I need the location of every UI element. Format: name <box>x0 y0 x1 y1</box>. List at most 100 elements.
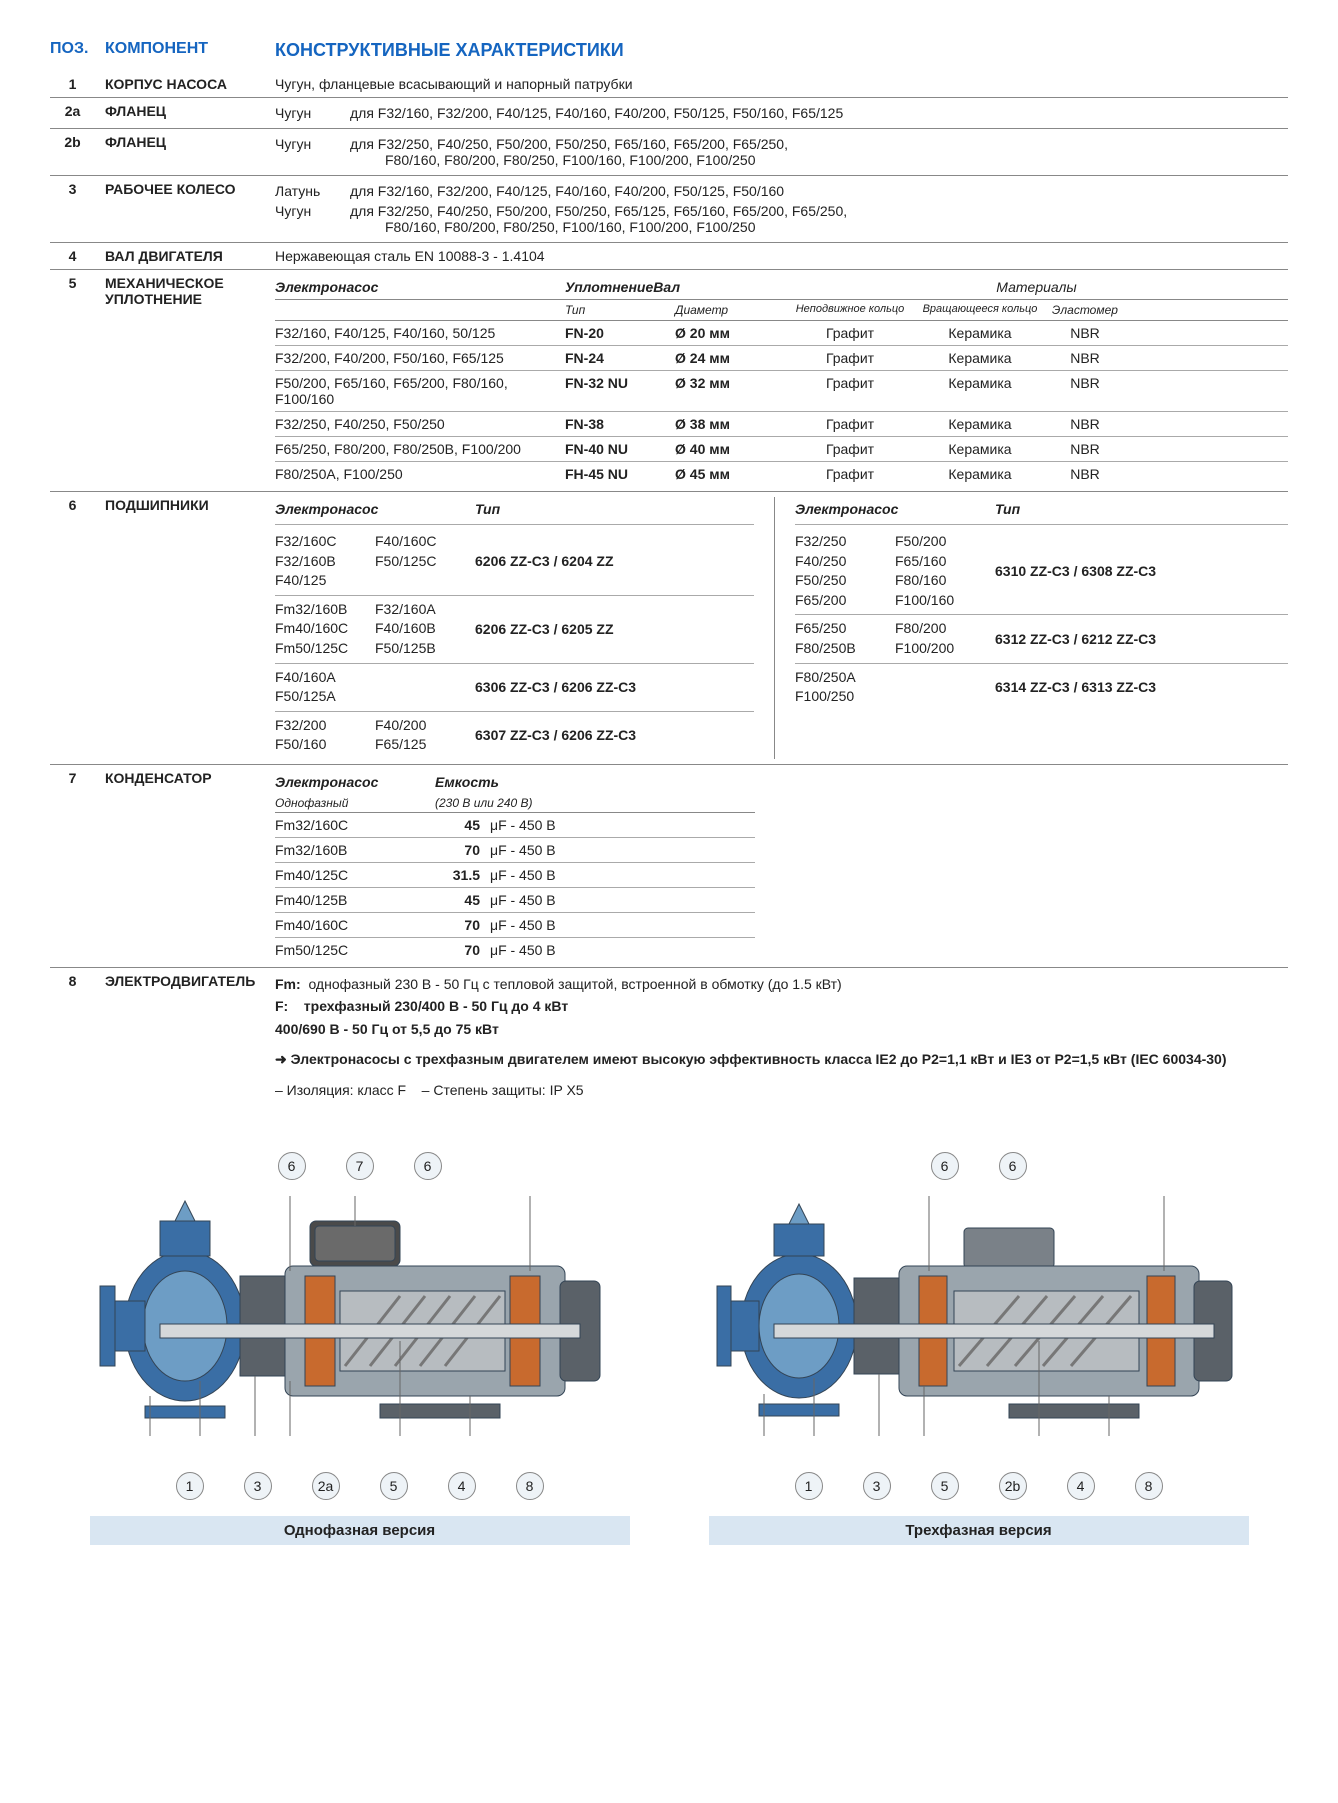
bearing-row: F32/250F40/250F50/250F65/200F50/200F65/1… <box>795 528 1288 615</box>
callout-2b: 2b <box>999 1472 1027 1500</box>
cap-unit: μF - 450 В <box>480 917 556 933</box>
bearing-row: F32/200F50/160F40/200F65/1256307 ZZ-C3 /… <box>275 712 754 759</box>
cap-h-pump: Электронасос <box>275 774 435 790</box>
bearing-pumps: F40/160AF50/125A <box>275 668 475 707</box>
seal-h-mat: Материалы <box>785 279 1288 295</box>
models-3b-l2: F80/160, F80/200, F80/250, F100/160, F10… <box>350 219 1288 235</box>
seal-pump: F32/200, F40/200, F50/160, F65/125 <box>275 350 565 366</box>
seal-row: F65/250, F80/200, F80/250B, F100/200FN-4… <box>275 437 1288 462</box>
seal-row: F32/200, F40/200, F50/160, F65/125FN-24Ø… <box>275 346 1288 371</box>
cap-val: 45 <box>435 892 480 908</box>
motor-content: Fm: однофазный 230 В - 50 Гц с тепловой … <box>275 973 1288 1101</box>
diagram-single-phase: 676 <box>90 1146 630 1545</box>
seal-sh-dia: Диаметр <box>675 303 785 317</box>
eff-text: Электронасосы с трехфазным двигателем им… <box>291 1051 1227 1067</box>
capacitor-row: Fm50/125C70μF - 450 В <box>275 938 755 962</box>
cap-pump: Fm50/125C <box>275 942 435 958</box>
table-header: ПОЗ. КОМПОНЕНТ КОНСТРУКТИВНЫЕ ХАРАКТЕРИС… <box>50 40 1288 61</box>
seal-ring1: Графит <box>785 325 915 341</box>
comp-bearings: ПОДШИПНИКИ <box>105 497 275 513</box>
callout-5: 5 <box>380 1472 408 1500</box>
f2-text: 400/690 В - 50 Гц от 5,5 до 75 кВт <box>275 1021 499 1037</box>
capacitor-row: Fm32/160B70μF - 450 В <box>275 838 755 863</box>
comp-capacitor: КОНДЕНСАТОР <box>105 770 275 786</box>
pump-cutaway-single-icon <box>90 1166 630 1466</box>
callout-1: 1 <box>176 1472 204 1500</box>
row-shaft: 4 ВАЛ ДВИГАТЕЛЯ Нержавеющая сталь EN 100… <box>50 243 1288 270</box>
seal-h-pump: Электронасос <box>275 279 565 295</box>
seal-type: FH-45 NU <box>565 466 675 482</box>
cap-h-cap: Емкость <box>435 774 635 790</box>
comp-flange-a: ФЛАНЕЦ <box>105 103 275 119</box>
seal-pump: F80/250A, F100/250 <box>275 466 565 482</box>
cap-unit: μF - 450 В <box>480 842 556 858</box>
bearing-type: 6206 ZZ-C3 / 6205 ZZ <box>475 621 754 637</box>
seal-subheader: Тип Диаметр Неподвижное кольцо Вращающее… <box>275 300 1288 321</box>
cap-val: 70 <box>435 917 480 933</box>
cap-unit: μF - 450 В <box>480 867 556 883</box>
content-shaft: Нержавеющая сталь EN 10088-3 - 1.4104 <box>275 248 1288 264</box>
models-3b-l1: для F32/250, F40/250, F50/200, F50/250, … <box>350 203 1288 219</box>
comp-seal: МЕХАНИЧЕСКОЕ УПЛОТНЕНИЕ <box>105 275 275 307</box>
seal-sh-r2: Вращающееся кольцо <box>915 303 1045 317</box>
seal-dia: Ø 24 мм <box>675 350 785 366</box>
models-2a: для F32/160, F32/200, F40/125, F40/160, … <box>350 105 1288 121</box>
capacitor-row: Fm40/125C31.5μF - 450 В <box>275 863 755 888</box>
seal-pump: F65/250, F80/200, F80/250B, F100/200 <box>275 441 565 457</box>
pos-1: 1 <box>50 76 105 92</box>
callout-4: 4 <box>448 1472 476 1500</box>
seal-ring2: Керамика <box>915 375 1045 407</box>
seal-ring1: Графит <box>785 466 915 482</box>
bearing-row: F65/250F80/250BF80/200F100/2006312 ZZ-C3… <box>795 615 1288 663</box>
row-capacitor: 7 КОНДЕНСАТОР ЭлектронасосЕмкость Однофа… <box>50 765 1288 968</box>
cap-pump: Fm32/160C <box>275 817 435 833</box>
cap-sh-cap: (230 В или 240 В) <box>435 796 635 810</box>
seal-row: F80/250A, F100/250FH-45 NUØ 45 ммГрафитК… <box>275 462 1288 486</box>
row-flange-a: 2a ФЛАНЕЦ Чугун для F32/160, F32/200, F4… <box>50 98 1288 129</box>
models-2b-l2: F80/160, F80/200, F80/250, F100/160, F10… <box>350 152 1288 168</box>
mat-2a: Чугун <box>275 105 350 121</box>
bearing-pumps: F80/250AF100/250 <box>795 668 995 707</box>
bearing-type: 6310 ZZ-C3 / 6308 ZZ-C3 <box>995 563 1288 579</box>
capacitor-row: Fm40/125B45μF - 450 В <box>275 888 755 913</box>
callout-8: 8 <box>516 1472 544 1500</box>
seal-header: Электронасос УплотнениеВал Материалы <box>275 275 1288 300</box>
cap-val: 70 <box>435 942 480 958</box>
ip-text: – Степень защиты: IP X5 <box>422 1082 584 1098</box>
capacitor-row: Fm32/160C45μF - 450 В <box>275 813 755 838</box>
models-2b-l1: для F32/250, F40/250, F50/200, F50/250, … <box>350 136 1288 152</box>
cap-val: 70 <box>435 842 480 858</box>
bearing-row: Fm32/160BFm40/160CFm50/125CF32/160AF40/1… <box>275 596 754 664</box>
cap-pump: Fm40/125C <box>275 867 435 883</box>
f-text: трехфазный 230/400 В - 50 Гц до 4 кВт <box>304 998 568 1014</box>
seal-ring2: Керамика <box>915 466 1045 482</box>
seal-type: FN-32 NU <box>565 375 675 407</box>
callout-5: 5 <box>931 1472 959 1500</box>
models-3a: для F32/160, F32/200, F40/125, F40/160, … <box>350 183 1288 199</box>
b-h-pump-l: Электронасос <box>275 501 475 517</box>
cap-unit: μF - 450 В <box>480 892 556 908</box>
seal-ring2: Керамика <box>915 350 1045 366</box>
b-h-pump-r: Электронасос <box>795 501 995 517</box>
caption-single: Однофазная версия <box>90 1516 630 1545</box>
seal-row: F32/250, F40/250, F50/250FN-38Ø 38 ммГра… <box>275 412 1288 437</box>
seal-dia: Ø 38 мм <box>675 416 785 432</box>
seal-pump: F32/160, F40/125, F40/160, 50/125 <box>275 325 565 341</box>
comp-impeller: РАБОЧЕЕ КОЛЕСО <box>105 181 275 197</box>
arrow-icon: ➜ <box>275 1051 287 1067</box>
bearing-row: F80/250AF100/2506314 ZZ-C3 / 6313 ZZ-C3 <box>795 664 1288 711</box>
cap-pump: Fm40/160C <box>275 917 435 933</box>
callout-3: 3 <box>863 1472 891 1500</box>
seal-el: NBR <box>1045 325 1125 341</box>
seal-sh-el: Эластомер <box>1045 303 1125 317</box>
row-impeller: 3 РАБОЧЕЕ КОЛЕСО Латунь для F32/160, F32… <box>50 176 1288 243</box>
pump-cutaway-three-icon <box>709 1166 1249 1466</box>
cap-val: 31.5 <box>435 867 480 883</box>
seal-ring2: Керамика <box>915 416 1045 432</box>
row-pump-body: 1 КОРПУС НАСОСА Чугун, фланцевые всасыва… <box>50 71 1288 98</box>
pos-2a: 2a <box>50 103 105 119</box>
seal-type: FN-38 <box>565 416 675 432</box>
bearing-pumps: Fm32/160BFm40/160CFm50/125CF32/160AF40/1… <box>275 600 475 659</box>
b-h-type-r: Тип <box>995 501 1288 517</box>
mat-3a: Латунь <box>275 183 350 199</box>
